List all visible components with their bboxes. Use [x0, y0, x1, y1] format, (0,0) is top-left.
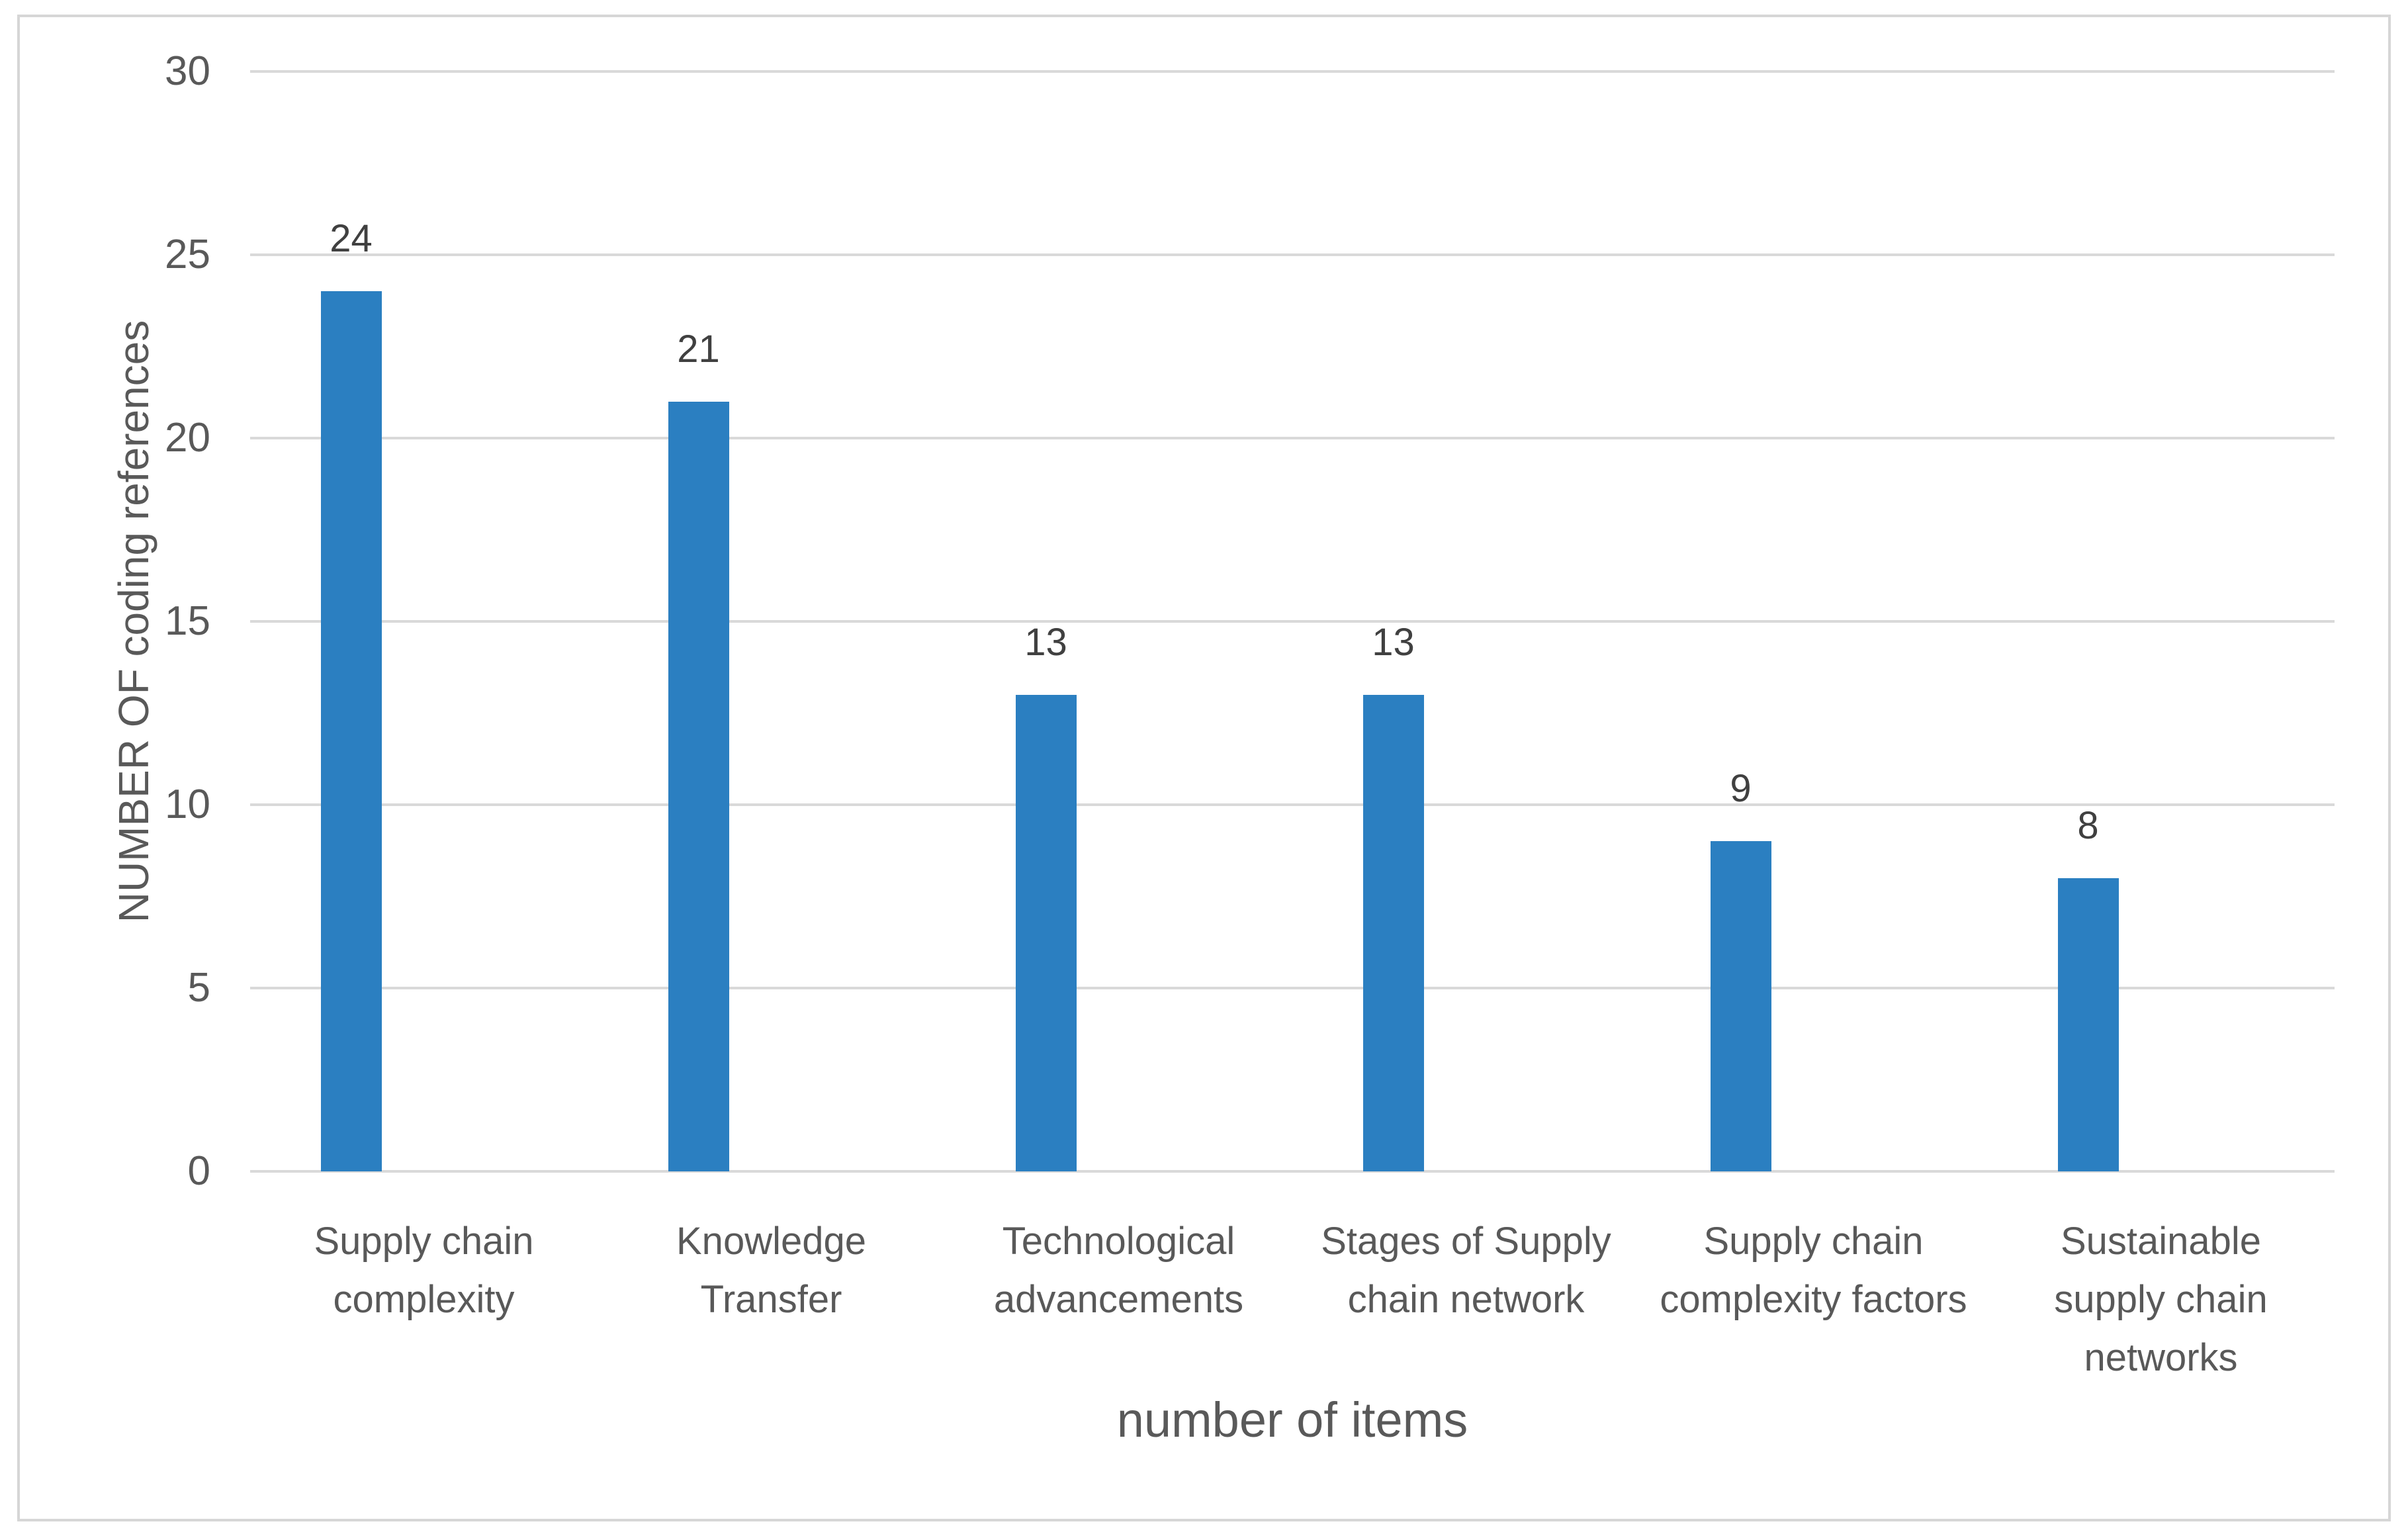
category-label: Supply chain complexity factors [1660, 1220, 1967, 1321]
bar [1710, 841, 1771, 1171]
category-label: Stages of Supply chain network [1321, 1220, 1611, 1321]
category-label: Knowledge Transfer [676, 1220, 866, 1321]
y-axis-title: NUMBER OF coding references [110, 320, 157, 923]
gridline [250, 803, 2335, 806]
bar [1015, 694, 1077, 1171]
bar-value-label: 21 [677, 327, 720, 371]
gridline [250, 620, 2335, 623]
category-label: Supply chain complexity [314, 1220, 534, 1321]
y-tick-label: 20 [165, 415, 210, 461]
x-axis-baseline [250, 1170, 2335, 1173]
gridline [250, 437, 2335, 439]
bar [320, 291, 382, 1171]
x-axis-title: number of items [1116, 1392, 1468, 1447]
y-tick-label: 10 [165, 782, 210, 827]
bar-value-label: 13 [1372, 620, 1415, 664]
y-tick-label: 30 [165, 48, 210, 94]
gridline [250, 253, 2335, 256]
gridline [250, 70, 2335, 73]
bar [2057, 878, 2119, 1171]
bar [668, 401, 729, 1171]
y-tick-label: 15 [165, 598, 210, 644]
y-tick-label: 0 [187, 1148, 210, 1194]
bar-value-label: 8 [2077, 803, 2099, 847]
category-label: Sustainable supply chain networks [2054, 1220, 2268, 1379]
bar-value-label: 24 [330, 217, 373, 261]
bar [1362, 694, 1424, 1171]
gridline [250, 987, 2335, 989]
bar-value-label: 13 [1024, 620, 1067, 664]
y-tick-label: 25 [165, 232, 210, 277]
bar-value-label: 9 [1730, 767, 1752, 811]
category-label: Technological advancements [993, 1220, 1244, 1321]
y-tick-label: 5 [187, 965, 210, 1011]
